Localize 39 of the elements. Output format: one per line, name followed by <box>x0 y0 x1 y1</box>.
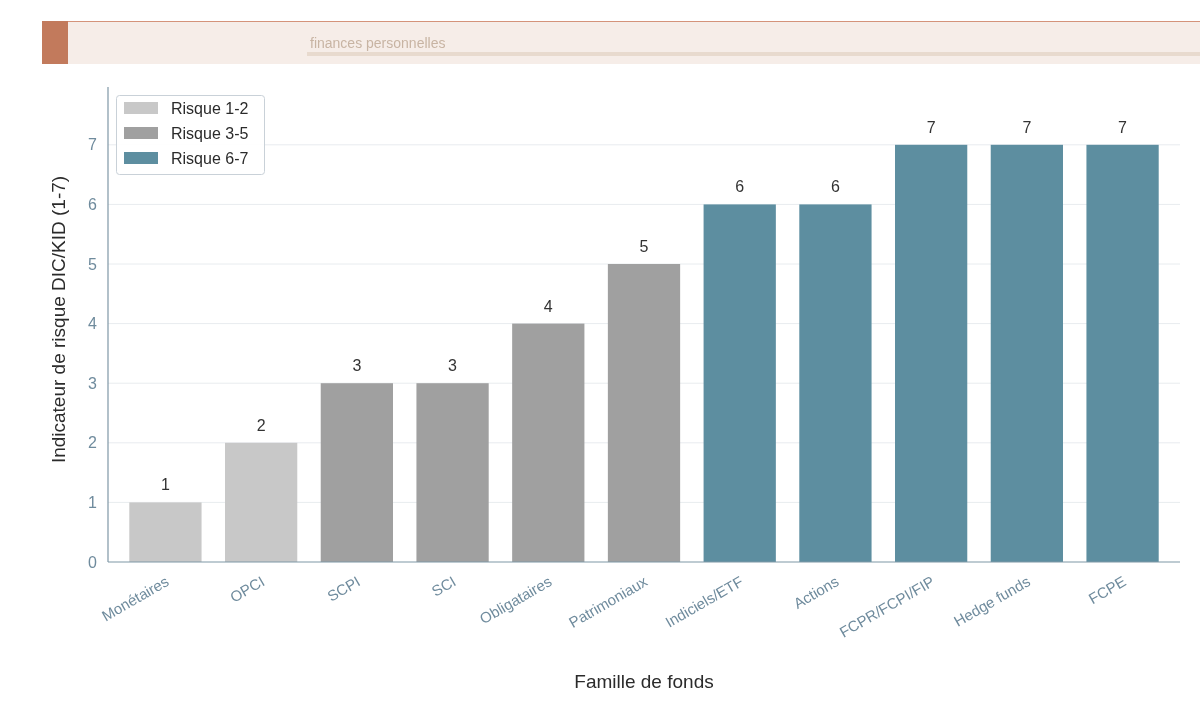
data-label: 5 <box>639 238 649 256</box>
legend-label: Risque 6-7 <box>171 149 249 167</box>
data-label: 4 <box>543 297 553 315</box>
bar <box>990 144 1063 562</box>
x-tick-label: SCPI <box>324 572 363 605</box>
data-label: 7 <box>1118 118 1128 136</box>
bar <box>225 442 298 562</box>
y-tick-label: 3 <box>88 374 98 392</box>
x-tick-label: OPCI <box>227 572 268 606</box>
chart-subtitle: finances personnelles <box>310 35 446 51</box>
y-tick-label: 1 <box>88 494 98 511</box>
bar <box>607 264 681 562</box>
y-tick-label: 6 <box>88 196 98 214</box>
bar <box>703 204 776 562</box>
bar <box>416 383 489 562</box>
bar <box>512 323 585 562</box>
data-label: 6 <box>830 178 840 196</box>
legend-label: Risque 3-5 <box>171 124 249 142</box>
bar <box>1086 144 1159 562</box>
bar <box>799 204 872 562</box>
y-tick-label: 7 <box>88 136 98 154</box>
x-tick-label: SCI <box>428 572 459 600</box>
bar <box>129 502 202 562</box>
data-label: 6 <box>735 178 745 196</box>
data-label: 2 <box>256 416 266 434</box>
data-label: 7 <box>1022 118 1032 136</box>
y-tick-label: 4 <box>88 315 98 333</box>
data-label: 7 <box>926 118 936 136</box>
bar <box>320 383 393 562</box>
y-tick-label: 5 <box>88 255 98 273</box>
x-axis-title: Famille de fonds <box>574 671 714 692</box>
legend-label: Risque 1-2 <box>171 99 249 117</box>
data-label: 3 <box>352 357 362 375</box>
y-axis-title: Indicateur de risque DIC/KID (1-7) <box>48 175 69 464</box>
y-tick-label: 2 <box>88 434 98 452</box>
bar <box>895 144 968 562</box>
data-label: 3 <box>448 357 458 375</box>
y-tick-label: 0 <box>88 553 98 571</box>
data-label: 1 <box>160 476 170 494</box>
